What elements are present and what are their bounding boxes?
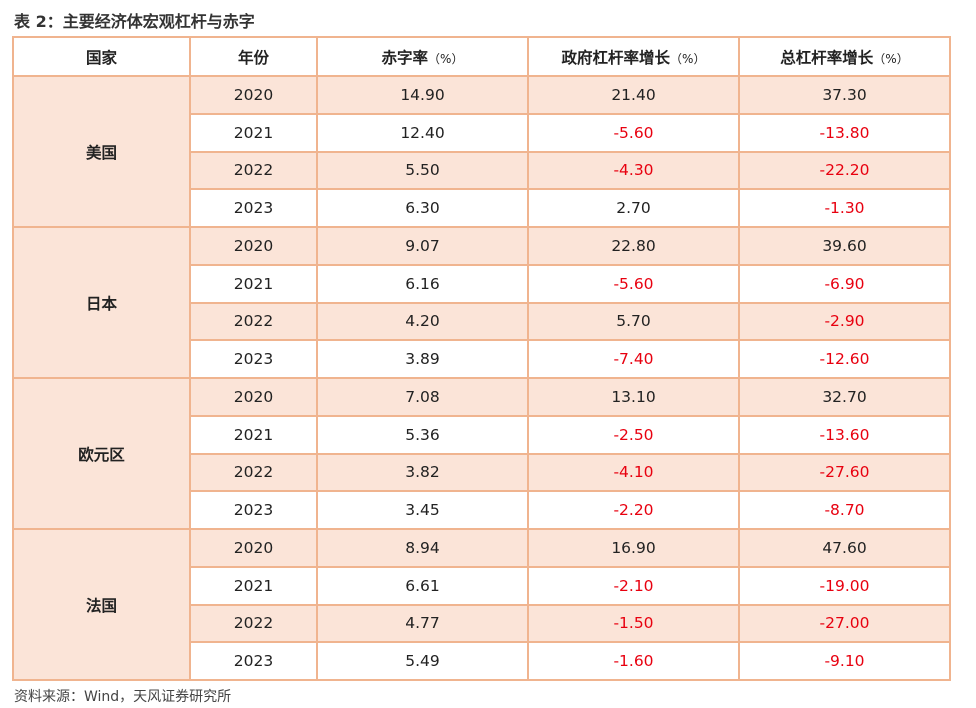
header-year: 年份 xyxy=(189,36,318,77)
country-cell: 欧元区 xyxy=(12,377,191,530)
header-row: 国家 年份 赤字率（%） 政府杠杆率增长（%） 总杠杆率增长（%） xyxy=(12,36,951,77)
total-cell: -13.60 xyxy=(738,414,951,455)
gov-cell: 21.40 xyxy=(527,75,740,115)
gov-cell: 16.90 xyxy=(527,528,740,568)
deficit-cell: 5.36 xyxy=(316,414,529,455)
table-row: 2021 12.40 -5.60 -13.80 xyxy=(13,112,951,153)
table-row: 法国 2020 8.94 16.90 47.60 xyxy=(12,528,951,681)
table-row: 2022 5.50 -4.30 -22.20 xyxy=(13,150,951,191)
total-cell: -9.10 xyxy=(738,641,951,681)
total-cell: -13.80 xyxy=(738,112,951,153)
header-total-leverage: 总杠杆率增长（%） xyxy=(738,36,951,77)
deficit-cell: 5.50 xyxy=(316,150,529,191)
gov-cell: 5.70 xyxy=(527,301,740,342)
total-cell: -6.90 xyxy=(738,263,951,304)
total-cell: 47.60 xyxy=(738,528,951,568)
year-cell: 2022 xyxy=(189,150,318,191)
gov-cell: -5.60 xyxy=(527,263,740,304)
deficit-cell: 5.49 xyxy=(316,641,529,681)
total-cell: 39.60 xyxy=(738,226,951,266)
deficit-cell: 14.90 xyxy=(316,75,529,115)
table-row: 2021 6.16 -5.60 -6.90 xyxy=(13,263,951,304)
total-cell: 37.30 xyxy=(738,75,951,115)
total-cell: -1.30 xyxy=(738,188,951,228)
deficit-cell: 9.07 xyxy=(316,226,529,266)
country-cell: 日本 xyxy=(12,226,191,379)
gov-cell: -4.30 xyxy=(527,150,740,191)
deficit-cell: 3.45 xyxy=(316,490,529,530)
year-cell: 2022 xyxy=(189,452,318,493)
table-row: 2023 3.89 -7.40 -12.60 xyxy=(13,339,951,379)
gov-cell: -5.60 xyxy=(527,112,740,153)
header-country: 国家 xyxy=(12,36,191,77)
country-cell: 美国 xyxy=(12,75,191,228)
table-row: 2022 4.77 -1.50 -27.00 xyxy=(13,603,951,644)
total-cell: -12.60 xyxy=(738,339,951,379)
total-cell: -19.00 xyxy=(738,565,951,606)
table-row: 欧元区 2020 7.08 13.10 32.70 xyxy=(12,377,951,530)
deficit-cell: 6.30 xyxy=(316,188,529,228)
table-title: 表 2：主要经济体宏观杠杆与赤字 xyxy=(14,12,255,31)
header-deficit: 赤字率（%） xyxy=(316,36,529,77)
year-cell: 2020 xyxy=(189,75,318,115)
table-row: 2022 3.82 -4.10 -27.60 xyxy=(13,452,951,493)
header-gov-leverage: 政府杠杆率增长（%） xyxy=(527,36,740,77)
deficit-cell: 8.94 xyxy=(316,528,529,568)
deficit-cell: 4.77 xyxy=(316,603,529,644)
deficit-cell: 6.61 xyxy=(316,565,529,606)
year-cell: 2020 xyxy=(189,226,318,266)
table-row: 日本 2020 9.07 22.80 39.60 xyxy=(12,226,951,379)
year-cell: 2023 xyxy=(189,188,318,228)
gov-cell: -7.40 xyxy=(527,339,740,379)
year-cell: 2021 xyxy=(189,565,318,606)
total-cell: -8.70 xyxy=(738,490,951,530)
table-row: 美国 2020 14.90 21.40 37.30 xyxy=(12,75,951,228)
year-cell: 2021 xyxy=(189,112,318,153)
source-note: 资料来源：Wind，天风证券研究所 xyxy=(14,689,232,705)
table-row: 2022 4.20 5.70 -2.90 xyxy=(13,301,951,342)
deficit-cell: 4.20 xyxy=(316,301,529,342)
table-row: 2021 6.61 -2.10 -19.00 xyxy=(13,565,951,606)
total-cell: 32.70 xyxy=(738,377,951,417)
year-cell: 2022 xyxy=(189,301,318,342)
table-row: 2023 5.49 -1.60 -9.10 xyxy=(13,641,951,681)
year-cell: 2023 xyxy=(189,339,318,379)
gov-cell: -4.10 xyxy=(527,452,740,493)
table-row: 2021 5.36 -2.50 -13.60 xyxy=(13,414,951,455)
data-table: 国家 年份 赤字率（%） 政府杠杆率增长（%） 总杠杆率增长（%） 美国 2020… xyxy=(12,36,951,681)
table-row: 2023 3.45 -2.20 -8.70 xyxy=(13,490,951,530)
year-cell: 2021 xyxy=(189,414,318,455)
year-cell: 2023 xyxy=(189,490,318,530)
year-cell: 2020 xyxy=(189,377,318,417)
deficit-cell: 3.82 xyxy=(316,452,529,493)
gov-cell: -1.50 xyxy=(527,603,740,644)
total-cell: -2.90 xyxy=(738,301,951,342)
gov-cell: 22.80 xyxy=(527,226,740,266)
country-cell: 法国 xyxy=(12,528,191,681)
total-cell: -27.00 xyxy=(738,603,951,644)
deficit-cell: 3.89 xyxy=(316,339,529,379)
gov-cell: -2.10 xyxy=(527,565,740,606)
gov-cell: 13.10 xyxy=(527,377,740,417)
year-cell: 2021 xyxy=(189,263,318,304)
year-cell: 2020 xyxy=(189,528,318,568)
gov-cell: -2.20 xyxy=(527,490,740,530)
deficit-cell: 6.16 xyxy=(316,263,529,304)
year-cell: 2022 xyxy=(189,603,318,644)
deficit-cell: 7.08 xyxy=(316,377,529,417)
year-cell: 2023 xyxy=(189,641,318,681)
total-cell: -22.20 xyxy=(738,150,951,191)
gov-cell: -2.50 xyxy=(527,414,740,455)
total-cell: -27.60 xyxy=(738,452,951,493)
table-row: 2023 6.30 2.70 -1.30 xyxy=(13,188,951,228)
table-body: 美国 2020 14.90 21.40 37.30 2021 12.40 -5.60 -13.8… xyxy=(12,75,951,681)
gov-cell: -1.60 xyxy=(527,641,740,681)
gov-cell: 2.70 xyxy=(527,188,740,228)
deficit-cell: 12.40 xyxy=(316,112,529,153)
